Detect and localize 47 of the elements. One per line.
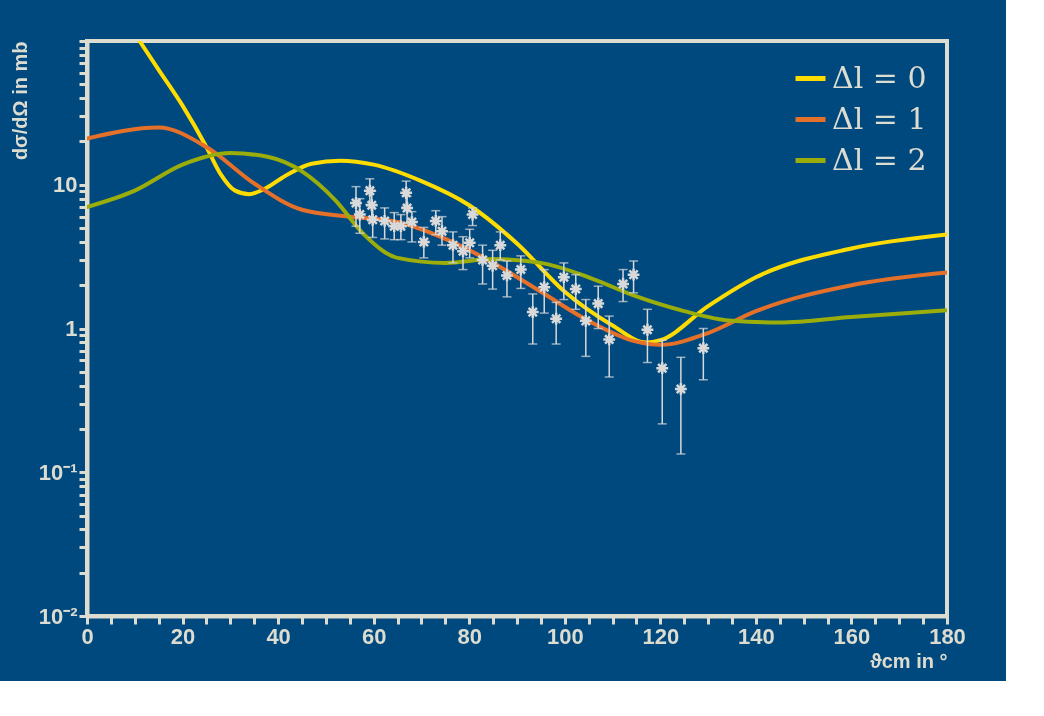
x-tick-label: 0 — [81, 623, 94, 649]
point — [399, 200, 415, 216]
point — [591, 296, 606, 311]
point — [445, 237, 461, 253]
x-tick-label: 140 — [738, 623, 775, 649]
y-tick-label: 10⁻² — [38, 603, 78, 629]
point — [578, 313, 593, 329]
point — [365, 212, 380, 228]
x-tick-label: 180 — [929, 623, 966, 649]
point — [377, 213, 392, 229]
point — [568, 281, 583, 297]
y-tick-label: 10⁻¹ — [38, 459, 78, 485]
point — [525, 304, 540, 320]
point — [462, 235, 477, 250]
x-tick-label: 160 — [833, 623, 871, 649]
point — [673, 381, 689, 397]
point — [398, 185, 414, 200]
point — [655, 360, 670, 376]
x-tick-label: 100 — [546, 623, 584, 649]
point — [493, 237, 508, 253]
x-tick-label: 60 — [361, 623, 387, 649]
x-tick-label: 120 — [642, 623, 680, 649]
point — [640, 322, 655, 337]
legend-label: Δl = 0 — [832, 59, 927, 95]
point — [556, 270, 571, 285]
point — [602, 332, 617, 347]
point — [549, 311, 564, 326]
y-axis-title: dσ/dΩ in mb — [8, 41, 31, 161]
point — [416, 234, 431, 250]
legend-label: Δl = 2 — [832, 141, 927, 177]
point — [465, 207, 480, 222]
point — [362, 183, 378, 198]
x-axis-title: ϑcm in ° — [870, 649, 948, 672]
point — [537, 279, 552, 295]
point — [352, 207, 367, 222]
y-tick-label: 10 — [53, 172, 78, 198]
point — [626, 267, 641, 282]
x-tick-label: 40 — [266, 623, 291, 649]
x-tick-label: 20 — [170, 623, 196, 649]
point — [455, 244, 471, 259]
point — [615, 276, 631, 292]
y-tick-label: 1 — [65, 316, 78, 341]
point — [696, 340, 711, 356]
legend-label: Δl = 1 — [832, 100, 927, 136]
x-tick-label: 80 — [457, 623, 482, 649]
point — [475, 252, 490, 268]
line-series — [137, 41, 947, 345]
